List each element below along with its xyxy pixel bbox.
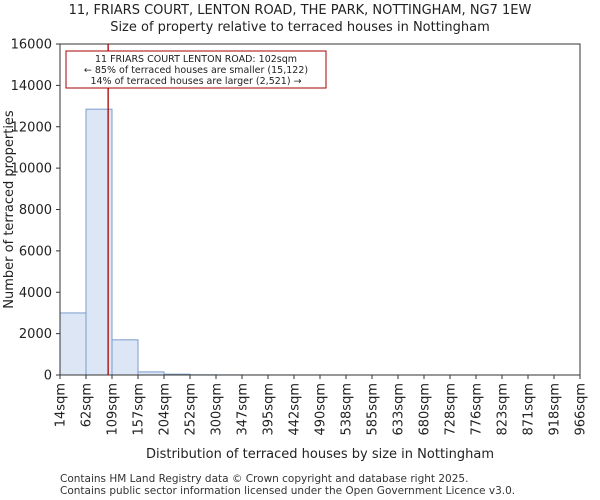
x-axis-label: Distribution of terraced houses by size …	[146, 447, 494, 462]
y-axis-label: Number of terraced properties	[2, 110, 17, 309]
footer-line-2: Contains public sector information licen…	[60, 485, 516, 497]
x-tick-label-14: 680sqm	[418, 383, 433, 436]
x-tick-label-4: 204sqm	[158, 383, 173, 436]
annotation-line-2: 14% of terraced houses are larger (2,521…	[90, 76, 301, 87]
bar-0	[59, 312, 87, 376]
y-tick-label-5: 10000	[11, 162, 52, 177]
x-tick-label-6: 300sqm	[210, 383, 225, 436]
y-tick-label-6: 12000	[11, 120, 52, 135]
x-tick-label-16: 776sqm	[470, 383, 485, 436]
x-tick-label-15: 728sqm	[444, 383, 459, 436]
bar-2	[111, 339, 139, 376]
x-tick-label-9: 442sqm	[288, 383, 303, 436]
x-tick-label-20: 966sqm	[574, 383, 589, 436]
x-tick-label-2: 109sqm	[106, 383, 121, 436]
x-tick-label-13: 633sqm	[392, 383, 407, 436]
y-tick-label-8: 16000	[11, 38, 52, 53]
y-tick-label-4: 8000	[19, 203, 52, 218]
chart-subtitle: Size of property relative to terraced ho…	[110, 20, 490, 35]
x-tick-label-0: 14sqm	[54, 383, 69, 427]
y-tick-label-3: 6000	[19, 244, 52, 259]
x-tick-label-3: 157sqm	[132, 383, 147, 436]
x-tick-label-19: 918sqm	[548, 383, 563, 436]
x-tick-label-7: 347sqm	[236, 383, 251, 436]
y-tick-label-7: 14000	[11, 79, 52, 94]
x-tick-label-8: 395sqm	[262, 383, 277, 436]
x-tick-label-5: 252sqm	[184, 383, 199, 436]
footer-line-1: Contains HM Land Registry data © Crown c…	[60, 473, 469, 485]
annotation-line-0: 11 FRIARS COURT LENTON ROAD: 102sqm	[95, 54, 297, 65]
x-tick-label-17: 823sqm	[496, 383, 511, 436]
x-tick-label-12: 585sqm	[366, 383, 381, 436]
chart-title: 11, FRIARS COURT, LENTON ROAD, THE PARK,…	[68, 3, 532, 18]
y-tick-label-1: 2000	[19, 327, 52, 342]
y-tick-label-2: 4000	[19, 286, 52, 301]
y-tick-label-0: 0	[44, 369, 52, 384]
x-tick-label-18: 871sqm	[522, 383, 537, 436]
annotation-box	[65, 50, 327, 89]
x-tick-label-10: 490sqm	[314, 383, 329, 436]
x-tick-label-1: 62sqm	[80, 383, 95, 427]
x-tick-label-11: 538sqm	[340, 383, 355, 436]
annotation-line-1: ← 85% of terraced houses are smaller (15…	[84, 65, 308, 76]
plot-frame	[59, 43, 581, 376]
